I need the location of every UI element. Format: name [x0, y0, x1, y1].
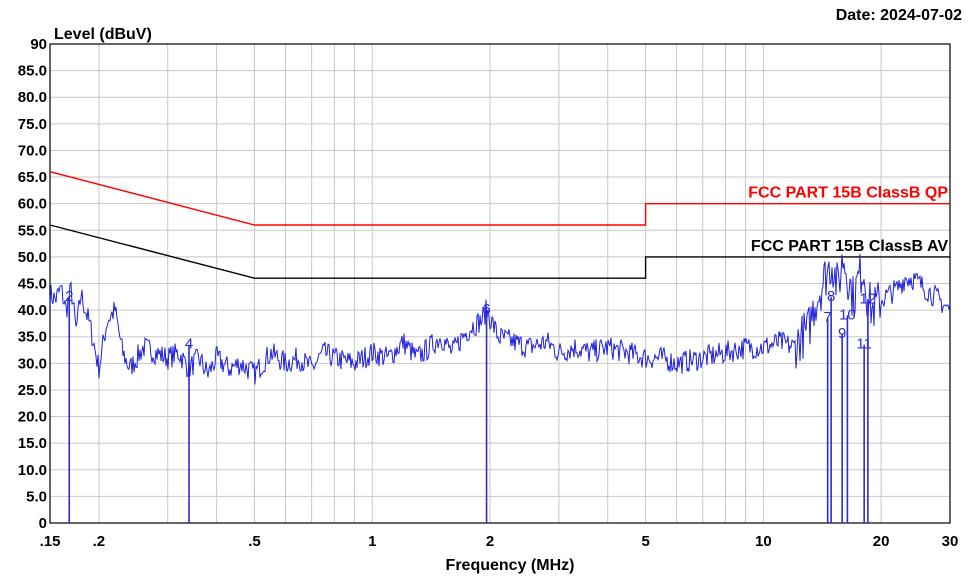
y-tick-label: 90 [30, 36, 47, 53]
x-tick-labels: .15 .2 .5 1 2 5 10 20 30 [40, 533, 959, 550]
x-tick-label: 10 [755, 533, 772, 550]
marker-label: 4 [185, 336, 193, 353]
plot-area-border [49, 43, 951, 524]
y-tick-label: 65.0 [18, 169, 47, 186]
y-tick-label: 55.0 [18, 222, 47, 239]
y-tick-label: 70.0 [18, 142, 47, 159]
x-tick-label: 2 [486, 533, 494, 550]
y-tick-label: 40.0 [18, 302, 47, 319]
y-tick-label: 80.0 [18, 89, 47, 106]
limit-line [49, 224, 950, 279]
limit-line [49, 171, 950, 226]
limit-lines: FCC PART 15B ClassB QP FCC PART 15B Class… [49, 171, 950, 279]
y-axis-title: Level (dBuV) [54, 26, 152, 43]
marker-label: 11 [856, 336, 872, 353]
y-tick-label: 25.0 [18, 382, 47, 399]
x-axis-title: Frequency (MHz) [446, 557, 575, 574]
x-tick-label: 30 [942, 533, 959, 550]
marker-label: 9 [838, 325, 846, 342]
y-tick-label: 10.0 [18, 462, 47, 479]
y-tick-labels: 0 5.0 10.0 15.0 20.0 25.0 30.0 35.0 40.0 45.0 50.0… [18, 36, 47, 532]
y-tick-label: 60.0 [18, 196, 47, 213]
y-tick-label: 45.0 [18, 276, 47, 293]
x-tick-label: .15 [40, 533, 61, 550]
y-tick-label: 50.0 [18, 249, 47, 266]
y-tick-label: 5.0 [26, 488, 47, 505]
x-tick-label: 20 [873, 533, 890, 550]
y-tick-label: 75.0 [18, 116, 47, 133]
y-tick-label: 35.0 [18, 329, 47, 346]
limit-label: FCC PART 15B ClassB QP [748, 185, 948, 202]
marker-label: 7 [823, 309, 831, 326]
y-tick-label: 30.0 [18, 355, 47, 372]
marker-label: 2 [65, 288, 73, 305]
trace-line [49, 253, 951, 385]
marker-label: 10 [839, 306, 856, 323]
y-tick-label: 85.0 [18, 63, 47, 80]
x-tick-label: .5 [248, 533, 261, 550]
y-tick-label: 15.0 [18, 435, 47, 452]
date-label: Date: 2024-07-02 [836, 7, 962, 24]
limit-label: FCC PART 15B ClassB AV [751, 238, 948, 255]
measurement-trace [49, 253, 951, 385]
marker-label: 8 [827, 288, 835, 305]
y-tick-label: 0 [39, 515, 47, 532]
x-tick-label: 5 [641, 533, 649, 550]
x-tick-label: .2 [93, 533, 106, 550]
marker-label: 12 [860, 290, 877, 307]
grid [50, 43, 950, 524]
marker-label: 6 [482, 301, 490, 318]
x-tick-label: 1 [368, 533, 376, 550]
y-tick-label: 20.0 [18, 409, 47, 426]
